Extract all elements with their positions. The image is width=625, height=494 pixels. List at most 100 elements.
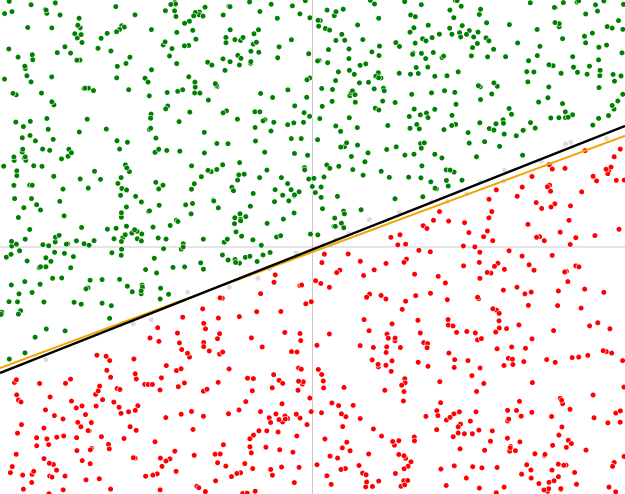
negative-point	[573, 481, 580, 488]
positive-point	[291, 150, 298, 157]
positive-point	[513, 132, 520, 139]
negative-point	[501, 484, 508, 491]
negative-point	[467, 418, 474, 425]
negative-point	[82, 411, 89, 418]
negative-point	[51, 412, 58, 419]
positive-point	[234, 116, 241, 123]
negative-point	[178, 365, 185, 372]
positive-point	[231, 36, 238, 43]
negative-point	[600, 347, 607, 354]
positive-point	[500, 120, 507, 127]
negative-point	[18, 421, 25, 428]
negative-point	[489, 237, 496, 244]
negative-point	[222, 463, 229, 470]
positive-point	[255, 49, 262, 56]
negative-point	[73, 434, 80, 441]
positive-point	[155, 185, 162, 193]
decision-boundaries	[0, 124, 625, 375]
negative-point	[370, 425, 377, 433]
negative-point	[485, 214, 493, 221]
positive-point	[326, 27, 333, 34]
positive-point	[113, 137, 121, 144]
positive-point	[156, 202, 163, 209]
positive-point	[319, 205, 326, 212]
positive-point	[581, 33, 588, 40]
negative-point	[469, 430, 476, 437]
positive-point	[280, 216, 287, 223]
positive-point	[405, 174, 412, 181]
positive-point	[555, 114, 563, 121]
positive-point	[448, 112, 456, 119]
positive-point	[357, 62, 364, 69]
negative-point	[494, 464, 501, 471]
negative-point	[589, 173, 597, 180]
positive-point	[445, 182, 452, 190]
negative-point	[275, 428, 282, 436]
positive-point	[559, 35, 566, 42]
negative-point	[241, 460, 248, 467]
negative-point	[512, 447, 519, 454]
positive-point	[85, 185, 92, 192]
negative-point	[79, 457, 86, 464]
positive-point	[312, 189, 319, 196]
negative-point	[590, 414, 598, 421]
positive-point	[583, 71, 591, 78]
positive-point	[354, 21, 361, 29]
positive-point	[600, 0, 607, 5]
positive-point	[276, 43, 283, 51]
negative-point	[93, 352, 100, 359]
positive-point	[271, 198, 278, 205]
negative-point	[321, 435, 329, 443]
positive-point	[306, 113, 313, 120]
negative-point	[424, 363, 432, 370]
positive-point	[43, 115, 51, 122]
negative-point	[7, 469, 14, 476]
negative-point	[397, 344, 404, 351]
negative-point	[477, 364, 484, 372]
negative-point	[303, 421, 311, 428]
positive-point	[473, 153, 480, 160]
positive-point	[466, 140, 473, 147]
negative-point	[513, 407, 520, 414]
negative-point	[558, 397, 565, 404]
negative-point	[411, 271, 418, 278]
positive-point	[1, 75, 8, 83]
negative-point	[568, 440, 575, 447]
negative-point	[282, 416, 289, 423]
negative-point	[312, 277, 319, 284]
negative-point	[437, 399, 444, 406]
positive-point	[60, 212, 68, 219]
negative-point	[460, 242, 467, 250]
negative-point	[95, 387, 102, 395]
negative-point	[456, 408, 463, 416]
negative-point	[110, 399, 117, 406]
positive-point	[39, 241, 47, 248]
negative-point	[279, 380, 286, 387]
positive-point	[61, 327, 69, 335]
negative-point	[558, 423, 566, 431]
negative-point	[13, 451, 20, 458]
negative-point	[340, 384, 348, 391]
positive-point	[474, 28, 482, 36]
negative-point	[594, 319, 601, 326]
negative-point	[219, 348, 226, 356]
positive-point	[124, 283, 131, 290]
negative-point	[357, 415, 364, 422]
negative-point	[435, 273, 442, 280]
negative-point	[445, 350, 453, 357]
negative-point	[296, 330, 304, 337]
negative-point	[107, 374, 114, 381]
negative-point	[555, 461, 562, 468]
negative-point	[451, 462, 458, 470]
negative-point	[388, 368, 395, 375]
positive-point	[484, 53, 491, 61]
negative-point	[547, 203, 555, 211]
positive-point	[29, 56, 36, 63]
positive-point	[201, 129, 208, 136]
negative-point	[88, 419, 95, 426]
negative-point	[156, 386, 164, 394]
positive-point	[33, 201, 40, 208]
negative-point	[333, 269, 340, 276]
positive-point	[61, 43, 69, 50]
positive-point	[565, 114, 572, 121]
